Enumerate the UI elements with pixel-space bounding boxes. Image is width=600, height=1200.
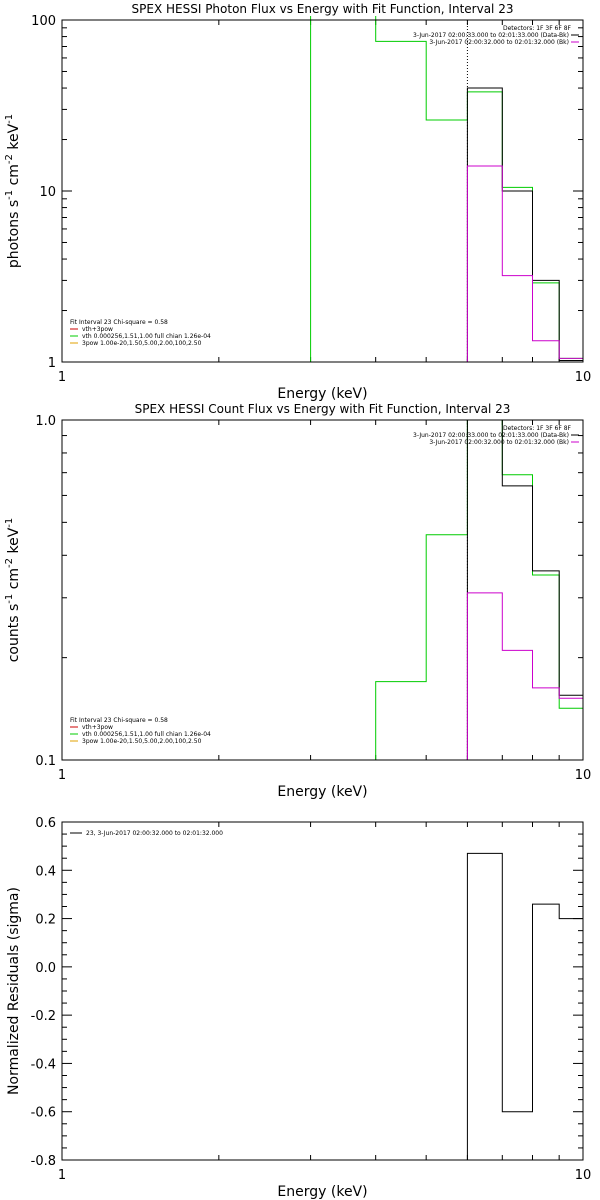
x-tick-label: 10: [575, 370, 592, 385]
plot-frame: [61, 19, 584, 363]
y-tick-label: 0.4: [35, 864, 56, 879]
y-axis-label: counts s-1 cm-2 keV-1: [4, 518, 22, 663]
y-axis-label-exponent: -1: [4, 594, 15, 604]
y-axis-label-exponent: -1: [4, 190, 15, 200]
chart-panel-2: SPEX HESSI Count Flux vs Energy with Fit…: [4, 402, 591, 800]
y-axis-label-part: counts s: [6, 604, 22, 663]
legend-entry: 3-Jun-2017 02:00:33.000 to 02:01:33.000 …: [413, 432, 569, 439]
plot-frame: [61, 821, 584, 1161]
x-axis-label: Energy (keV): [277, 784, 367, 800]
y-axis-label-exponent: -2: [4, 558, 15, 568]
chart-title: SPEX HESSI Photon Flux vs Energy with Fi…: [132, 2, 514, 16]
fit-legend-header: Fit Interval 23 Chi-square = 0.58: [70, 319, 168, 326]
fit-legend-entry: vth 0.000256,1.51,1.00 full chian 1.26e-…: [82, 731, 211, 738]
series-line-2: [466, 87, 583, 362]
y-axis-label-part: cm: [6, 164, 22, 190]
data-series-group: [310, 16, 583, 362]
legend-entry: 23, 3-Jun-2017 02:00:32.000 to 02:01:32.…: [86, 830, 223, 837]
y-axis-label-part: keV: [6, 527, 22, 558]
fit-legend-entry: 3pow 1.00e-20,1.50,5.00,2.00,100,2.50: [82, 340, 202, 347]
series-line-1: [466, 852, 583, 1160]
series-line-3: [466, 592, 583, 760]
x-tick-label: 1: [58, 768, 66, 783]
x-axis-label: Energy (keV): [277, 1184, 367, 1200]
y-tick-label: -0.2: [31, 1009, 56, 1024]
fit-legend-entry: vth+3pow: [82, 724, 113, 731]
x-tick-label: 10: [575, 1168, 592, 1183]
fit-legend-entry: vth+3pow: [82, 326, 113, 333]
y-tick-label: 0.0: [35, 961, 56, 976]
y-axis-label: Normalized Residuals (sigma): [6, 887, 22, 1095]
legend-entry: 3-Jun-2017 02:00:32.000 to 02:01:32.000 …: [429, 439, 569, 446]
x-axis-label: Energy (keV): [277, 386, 367, 402]
y-tick-label: 1.0: [35, 414, 56, 429]
legend-entry: 3-Jun-2017 02:00:33.000 to 02:01:33.000 …: [413, 32, 569, 39]
y-axis-label-exponent: -2: [4, 154, 15, 164]
y-tick-label: 1: [48, 356, 56, 371]
x-tick-label: 1: [58, 1168, 66, 1183]
y-tick-label: 0.1: [35, 754, 56, 769]
fit-legend-entry: vth 0.000256,1.51,1.00 full chian 1.26e-…: [82, 333, 211, 340]
y-tick-label: 0.2: [35, 913, 56, 928]
series-line-3: [466, 165, 583, 362]
y-axis-label-part: photons s: [6, 200, 22, 268]
fit-legend-header: Fit Interval 23 Chi-square = 0.58: [70, 717, 168, 724]
y-tick-label: 0.6: [35, 816, 56, 831]
x-tick-label: 1: [58, 370, 66, 385]
y-axis-label-part: cm: [6, 568, 22, 594]
fit-legend-entry: 3pow 1.00e-20,1.50,5.00,2.00,100,2.50: [82, 738, 202, 745]
y-axis-label-part: keV: [6, 123, 22, 154]
x-tick-label: 10: [575, 768, 592, 783]
y-axis-label-exponent: -1: [4, 114, 15, 124]
chart-panel-1: SPEX HESSI Photon Flux vs Energy with Fi…: [4, 2, 592, 402]
chart-panel-3: 1 10 0.6 0.4 0.2 0.0 -0.2 -0.4 -0.6 -0.8 Energy (k…: [6, 816, 591, 1200]
y-tick-label: -0.6: [31, 1106, 56, 1121]
y-axis-label: photons s-1 cm-2 keV-1: [4, 114, 22, 268]
y-tick-label: 10: [39, 185, 56, 200]
legend-entry: 3-Jun-2017 02:00:32.000 to 02:01:32.000 …: [429, 39, 569, 46]
y-tick-label: -0.8: [31, 1154, 56, 1169]
legend-header: Detectors: 1F 3F 6F 8F: [503, 25, 572, 32]
y-tick-label: -0.4: [31, 1057, 56, 1072]
plot-frame: [61, 419, 584, 761]
y-axis-label-exponent: -1: [4, 518, 15, 528]
y-tick-label: 100: [31, 14, 56, 29]
legend-header: Detectors: 1F 3F 6F 8F: [503, 425, 572, 432]
chart-title: SPEX HESSI Count Flux vs Energy with Fit…: [135, 402, 511, 416]
data-series-group: [466, 852, 583, 1160]
